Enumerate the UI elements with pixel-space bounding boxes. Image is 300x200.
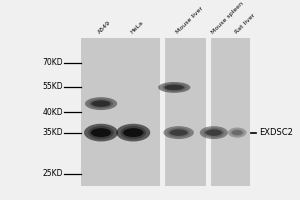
Ellipse shape xyxy=(116,124,150,141)
Ellipse shape xyxy=(85,97,117,110)
Ellipse shape xyxy=(89,99,113,108)
Bar xyxy=(80,38,160,186)
Bar xyxy=(166,38,206,186)
Text: HeLa: HeLa xyxy=(130,20,145,35)
Ellipse shape xyxy=(200,126,228,139)
Text: 40KD: 40KD xyxy=(42,108,63,117)
Ellipse shape xyxy=(169,129,188,136)
Ellipse shape xyxy=(92,128,110,137)
Ellipse shape xyxy=(123,128,143,137)
Ellipse shape xyxy=(91,128,111,137)
Text: EXDSC2: EXDSC2 xyxy=(259,128,293,137)
Ellipse shape xyxy=(230,129,244,136)
Ellipse shape xyxy=(164,126,194,139)
Text: 35KD: 35KD xyxy=(42,128,63,137)
Ellipse shape xyxy=(121,126,146,139)
Text: 55KD: 55KD xyxy=(42,82,63,91)
Text: 70KD: 70KD xyxy=(42,58,63,67)
Ellipse shape xyxy=(92,100,111,107)
Ellipse shape xyxy=(125,128,142,137)
Ellipse shape xyxy=(232,130,242,135)
Ellipse shape xyxy=(167,128,190,137)
Text: Rat liver: Rat liver xyxy=(234,12,256,35)
Ellipse shape xyxy=(228,127,247,138)
Ellipse shape xyxy=(84,124,118,141)
Text: Mouse liver: Mouse liver xyxy=(175,5,204,35)
Ellipse shape xyxy=(232,130,243,135)
Ellipse shape xyxy=(93,100,109,107)
Bar xyxy=(211,38,250,186)
Ellipse shape xyxy=(203,128,224,137)
Ellipse shape xyxy=(166,85,182,90)
Text: 25KD: 25KD xyxy=(43,169,63,178)
Ellipse shape xyxy=(158,82,190,93)
Ellipse shape xyxy=(162,83,186,92)
Ellipse shape xyxy=(171,129,186,136)
Ellipse shape xyxy=(88,126,114,139)
Ellipse shape xyxy=(206,129,222,136)
Text: A549: A549 xyxy=(98,20,112,35)
Text: Mouse spleen: Mouse spleen xyxy=(210,0,244,35)
Ellipse shape xyxy=(207,129,221,136)
Ellipse shape xyxy=(165,85,184,90)
